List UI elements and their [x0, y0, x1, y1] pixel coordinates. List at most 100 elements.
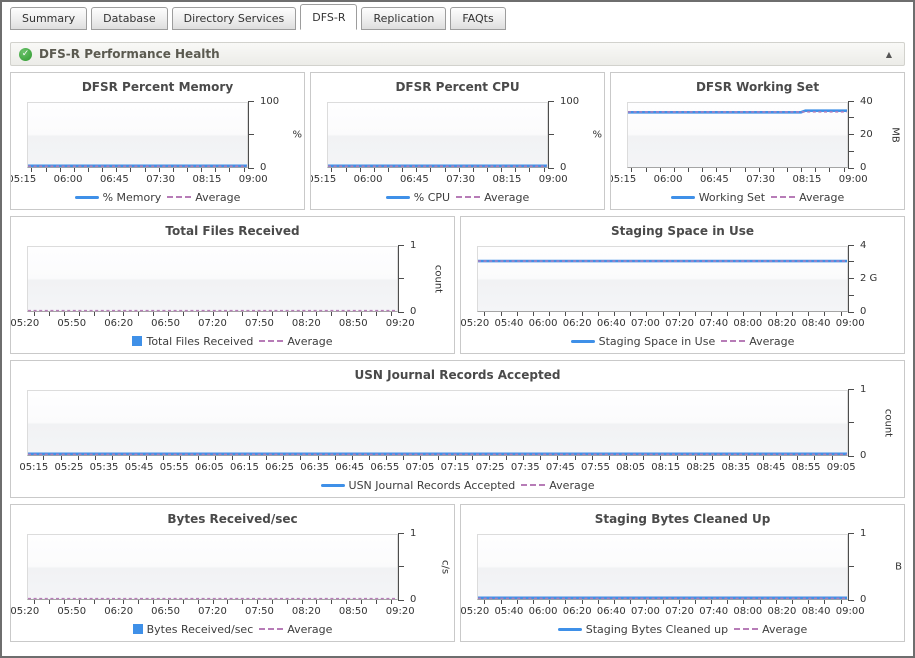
x-tick-label: 07:20 [198, 606, 227, 617]
tab-faqts[interactable]: FAQts [450, 7, 506, 30]
series-swatch-icon [132, 624, 143, 634]
legend-label: USN Journal Records Accepted [348, 478, 516, 492]
y-axis [398, 245, 404, 313]
legend-label: Staging Bytes Cleaned up [585, 622, 729, 636]
x-tick-label: 08:40 [801, 606, 831, 617]
plot-area[interactable] [477, 246, 848, 312]
y-tick-label: 0 [410, 594, 417, 605]
tab-summary[interactable]: Summary [10, 7, 88, 30]
chart-legend: Staging Bytes Cleaned up Average [461, 622, 904, 636]
x-tick-label: 07:40 [699, 318, 729, 329]
x-tick-label: 06:00 [528, 606, 558, 617]
x-tick-label: 06:20 [104, 318, 134, 329]
plot-area[interactable] [27, 246, 398, 312]
x-tick-label: 06:45 [99, 174, 129, 185]
x-tick-label: 09:20 [385, 318, 415, 329]
x-tick-label: 08:05 [616, 462, 645, 473]
legend-label: Working Set [698, 190, 766, 204]
x-tick-label: 05:20 [460, 318, 490, 329]
y-tick-label: 1 [410, 528, 417, 539]
tab-directory-services[interactable]: Directory Services [171, 7, 297, 30]
legend-label: Average [484, 190, 530, 204]
chart-legend: Working Set Average [611, 190, 904, 204]
plot-area[interactable] [27, 102, 248, 168]
x-tick-label: 05:45 [124, 462, 154, 473]
y-axis-unit: % [292, 129, 302, 141]
plot-area[interactable] [477, 534, 848, 600]
chart-row-3: USN Journal Records Accepted 0 1 count 05:1… [10, 360, 905, 498]
collapse-icon[interactable]: ▲ [885, 49, 892, 59]
y-tick-label: 1 [410, 240, 417, 251]
average-dash-swatch-icon [259, 628, 284, 630]
tab-database[interactable]: Database [91, 7, 168, 30]
x-axis-labels: 05:20 05:40 06:00 06:20 06:40 07:00 07:20 07:40… [461, 606, 865, 618]
x-tick-label: 07:15 [440, 462, 470, 473]
x-axis-labels: 05:15 06:00 06:45 07:30 08:15 09:00 [311, 174, 568, 186]
average-dash-swatch-icon [521, 484, 546, 486]
average-dash-swatch-icon [167, 196, 192, 198]
y-axis-unit: c/s [439, 559, 451, 575]
legend-label: Total Files Received [146, 334, 254, 348]
series-swatch-icon [385, 195, 410, 199]
chart-legend: % Memory Average [11, 190, 304, 204]
x-tick-label: 06:45 [399, 174, 429, 185]
x-axis-labels: 05:15 05:25 05:35 05:45 05:55 06:05 06:15 06:25… [17, 462, 858, 474]
x-axis-labels: 05:15 06:00 06:45 07:30 08:15 09:00 [611, 174, 868, 186]
x-tick-label: 06:15 [230, 462, 259, 473]
y-axis [848, 245, 854, 313]
legend-label: Average [749, 334, 795, 348]
plot-area[interactable] [627, 102, 848, 168]
y-axis [848, 533, 854, 601]
x-tick-label: 05:15 [310, 174, 337, 185]
x-tick-label: 08:40 [801, 318, 831, 329]
x-tick-label: 08:15 [192, 174, 222, 185]
x-tick-label: 07:25 [475, 462, 505, 473]
average-dash-swatch-icon [771, 196, 796, 198]
x-tick-label: 07:20 [198, 318, 227, 329]
y-tick-label: 0 [860, 306, 867, 317]
tab-dfs-r[interactable]: DFS-R [300, 4, 358, 30]
series-swatch-icon [74, 195, 99, 199]
x-tick-label: 09:00 [838, 174, 868, 185]
chart-title: Staging Bytes Cleaned Up [594, 512, 771, 526]
y-tick-label: 40 [860, 96, 873, 107]
x-tick-label: 06:20 [562, 606, 592, 617]
y-axis [848, 389, 854, 457]
x-tick-label: 08:15 [492, 174, 522, 185]
x-tick-label: 06:00 [528, 318, 558, 329]
legend-label: Average [799, 190, 845, 204]
chart-title: Staging Space in Use [610, 224, 755, 238]
chart-legend: Total Files Received Average [11, 334, 454, 348]
chart-row-4: Bytes Received/sec 0 1 c/s 05:20 05:50 06:20 0… [10, 504, 905, 642]
x-tick-label: 08:25 [686, 462, 716, 473]
x-tick-label: 07:30 [446, 174, 476, 185]
x-tick-label: 08:15 [651, 462, 681, 473]
tab-replication[interactable]: Replication [361, 7, 447, 30]
x-tick-label: 06:50 [151, 606, 180, 617]
y-tick-label: 0 [860, 450, 867, 461]
plot-area[interactable] [27, 390, 848, 456]
chart-total-files-received: Total Files Received 0 1 count 05:20 05:50 06… [10, 216, 455, 354]
legend-label: Average [549, 478, 595, 492]
health-check-icon: ✓ [19, 47, 32, 61]
chart-staging-space-in-use: Staging Space in Use 0 2 G 4 05:20 05:40 06:0… [460, 216, 905, 354]
x-tick-label: 08:45 [756, 462, 786, 473]
x-tick-label: 06:00 [653, 174, 683, 185]
x-tick-label: 08:20 [291, 606, 321, 617]
x-tick-label: 08:55 [791, 462, 821, 473]
plot-area[interactable] [27, 534, 398, 600]
x-tick-label: 05:15 [19, 462, 49, 473]
plot-area[interactable] [327, 102, 548, 168]
y-tick-label: 100 [260, 96, 280, 107]
x-tick-label: 05:15 [610, 174, 637, 185]
chart-title: Total Files Received [165, 224, 300, 238]
x-tick-label: 05:55 [159, 462, 189, 473]
y-axis-unit: count [432, 264, 444, 294]
y-axis-unit: % [592, 129, 602, 141]
chart-bytes-received-sec: Bytes Received/sec 0 1 c/s 05:20 05:50 06:20 0… [10, 504, 455, 642]
x-tick-label: 08:20 [767, 318, 797, 329]
chart-dfsr-percent-memory: DFSR Percent Memory 0 100% 05:15 06:00 06:45… [10, 72, 305, 210]
x-tick-label: 08:35 [721, 462, 751, 473]
x-tick-label: 09:20 [385, 606, 415, 617]
x-axis-labels: 05:20 05:50 06:20 06:50 07:20 07:50 08:20 08:50… [11, 318, 415, 330]
